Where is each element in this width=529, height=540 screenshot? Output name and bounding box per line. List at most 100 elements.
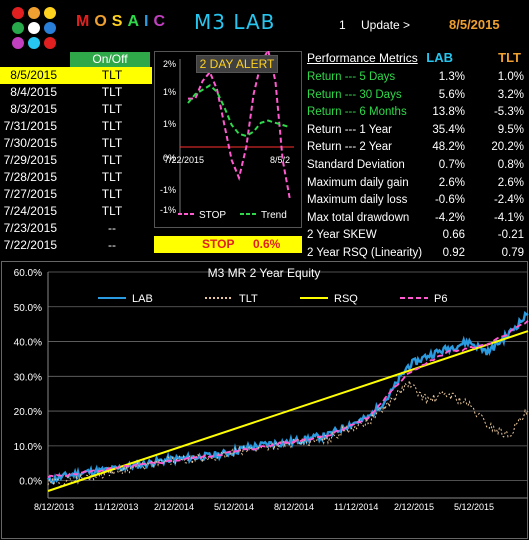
equity-x-tick-label: 8/12/2014	[274, 502, 314, 512]
signal-row: 7/30/2015 TLT	[0, 135, 152, 152]
app-title: M3 LAB	[194, 10, 276, 34]
equity-x-tick-label: 2/12/2014	[154, 502, 194, 512]
metric-lab-value: 13.8%	[432, 106, 465, 119]
metric-lab-value: 5.6%	[438, 88, 465, 101]
metric-label: Standard Deviation	[307, 159, 405, 171]
mini-y-tick-label: -1%	[160, 185, 176, 195]
metric-row: Return --- 30 Days 5.6% 3.2%	[306, 87, 529, 105]
logo-dot	[12, 7, 24, 19]
signal-value: TLT	[101, 85, 123, 99]
metric-label: Return --- 2 Year	[307, 141, 393, 154]
metric-tlt-value: -0.21	[497, 229, 524, 242]
lab-column-header: LAB	[426, 50, 453, 65]
metric-lab-value: -0.6%	[434, 194, 465, 207]
equity-x-tick-label: 11/12/2014	[334, 502, 378, 512]
signal-row: 7/28/2015 TLT	[0, 169, 152, 186]
metric-row: 2 Year SKEW 0.66 -0.21	[306, 227, 529, 245]
equity-legend-label: RSQ	[334, 293, 358, 305]
logo-dot	[12, 22, 24, 34]
equity-y-tick-label: 30.0%	[14, 372, 42, 383]
equity-chart: 0.0% 10.0% 20.0% 30.0% 40.0% 50.0% 60.0% 8/12/2…	[0, 260, 529, 540]
signal-date: 7/30/2015	[3, 136, 57, 150]
brand-letter: A	[127, 13, 145, 30]
logo-dot	[28, 22, 40, 34]
logo-dot	[28, 37, 40, 49]
metric-tlt-value: 0.8%	[497, 159, 524, 171]
metrics-header: Performance Metrics LAB TLT	[306, 48, 529, 68]
mini-x-tick-label: 7/22/2015	[164, 155, 204, 165]
equity-series-rsq	[47, 330, 529, 492]
metric-label: Return --- 30 Days	[307, 88, 402, 101]
brand-letter: I	[144, 13, 154, 30]
mini-y-tick-label: 0%	[163, 153, 176, 163]
signal-row: 7/27/2015 TLT	[0, 186, 152, 203]
equity-x-tick-label: 8/12/2013	[34, 502, 74, 512]
signal-value: TLT	[101, 119, 123, 133]
stop-value: 0.6%	[253, 237, 281, 251]
mini-y-tick-label: 1%	[163, 87, 176, 97]
metric-tlt-value: -4.1%	[493, 211, 524, 224]
metric-row: Return --- 5 Days 1.3% 1.0%	[306, 69, 529, 87]
equity-chart-frame	[1, 261, 528, 539]
metric-label: Return --- 1 Year	[307, 123, 393, 136]
signal-row: 8/4/2015 TLT	[0, 84, 152, 101]
metric-row: Max total drawdown -4.2% -4.1%	[306, 210, 529, 228]
two-day-alert-title: 2 DAY ALERT	[196, 55, 278, 73]
metric-lab-value: -4.2%	[434, 211, 465, 224]
equity-legend-label: P6	[434, 293, 447, 305]
metric-row: Return --- 6 Months 13.8% -5.3%	[306, 104, 529, 122]
equity-y-tick-label: 40.0%	[14, 338, 42, 349]
signal-value: TLT	[101, 68, 123, 82]
metric-lab-value: 48.2%	[432, 141, 465, 154]
metric-lab-value: 2.6%	[438, 176, 465, 189]
equity-x-tick-label: 5/12/2014	[214, 502, 254, 512]
signal-date: 8/3/2015	[10, 102, 57, 116]
mini-y-tick-label: 1%	[163, 119, 176, 129]
brand-name: MOSAIC	[76, 13, 170, 31]
metric-label: Max total drawdown	[307, 211, 410, 224]
signal-value: TLT	[101, 204, 123, 218]
equity-x-tick-label: 2/12/2015	[394, 502, 434, 512]
tlt-column-header: TLT	[498, 50, 521, 65]
signal-date: 7/29/2015	[3, 153, 57, 167]
equity-legend-label: LAB	[132, 293, 153, 305]
metric-tlt-value: -5.3%	[493, 106, 524, 119]
update-number: 1	[339, 18, 346, 32]
stop-label: STOP	[202, 237, 235, 251]
mini-series-stop	[188, 51, 291, 200]
signal-value: --	[108, 221, 116, 235]
metric-label: Return --- 5 Days	[307, 71, 396, 83]
metric-label: 2 Year RSQ (Linearity)	[307, 247, 423, 259]
mini-y-tick-label: 2%	[163, 59, 176, 69]
metric-lab-value: 1.3%	[438, 71, 465, 83]
signal-date: 7/23/2015	[3, 221, 57, 235]
update-button[interactable]: Update >	[361, 18, 411, 32]
metric-row: Return --- 2 Year 48.2% 20.2%	[306, 139, 529, 157]
metric-label: Maximum daily loss	[307, 194, 408, 207]
signal-row: 7/23/2015 --	[0, 220, 152, 237]
brand-letter: S	[111, 13, 128, 30]
signal-row: 7/24/2015 TLT	[0, 203, 152, 220]
metric-row: Maximum daily gain 2.6% 2.6%	[306, 175, 529, 193]
equity-y-tick-label: 10.0%	[14, 442, 42, 453]
logo-dot	[12, 37, 24, 49]
stop-bar: STOP 0.6%	[154, 236, 302, 253]
mini-legend-label: STOP	[199, 210, 226, 221]
mini-series-trend	[187, 84, 291, 138]
signal-date: 7/28/2015	[3, 170, 57, 184]
signal-row: 7/22/2015 --	[0, 237, 152, 254]
brand-letter: O	[94, 13, 112, 30]
logo-dot	[44, 37, 56, 49]
metric-tlt-value: 2.6%	[497, 176, 524, 189]
metric-tlt-value: -2.4%	[493, 194, 524, 207]
metric-label: Maximum daily gain	[307, 176, 409, 189]
signal-value: TLT	[101, 153, 123, 167]
onoff-header: On/Off	[70, 52, 150, 67]
signal-row: 8/5/2015 TLT	[0, 67, 152, 84]
equity-y-tick-label: 60.0%	[14, 268, 42, 279]
equity-chart-title: M3 MR 2 Year Equity	[208, 266, 321, 280]
logo-dot	[44, 22, 56, 34]
metric-row: Standard Deviation 0.7% 0.8%	[306, 157, 529, 175]
signal-value: --	[108, 238, 116, 252]
signal-row: 7/29/2015 TLT	[0, 152, 152, 169]
